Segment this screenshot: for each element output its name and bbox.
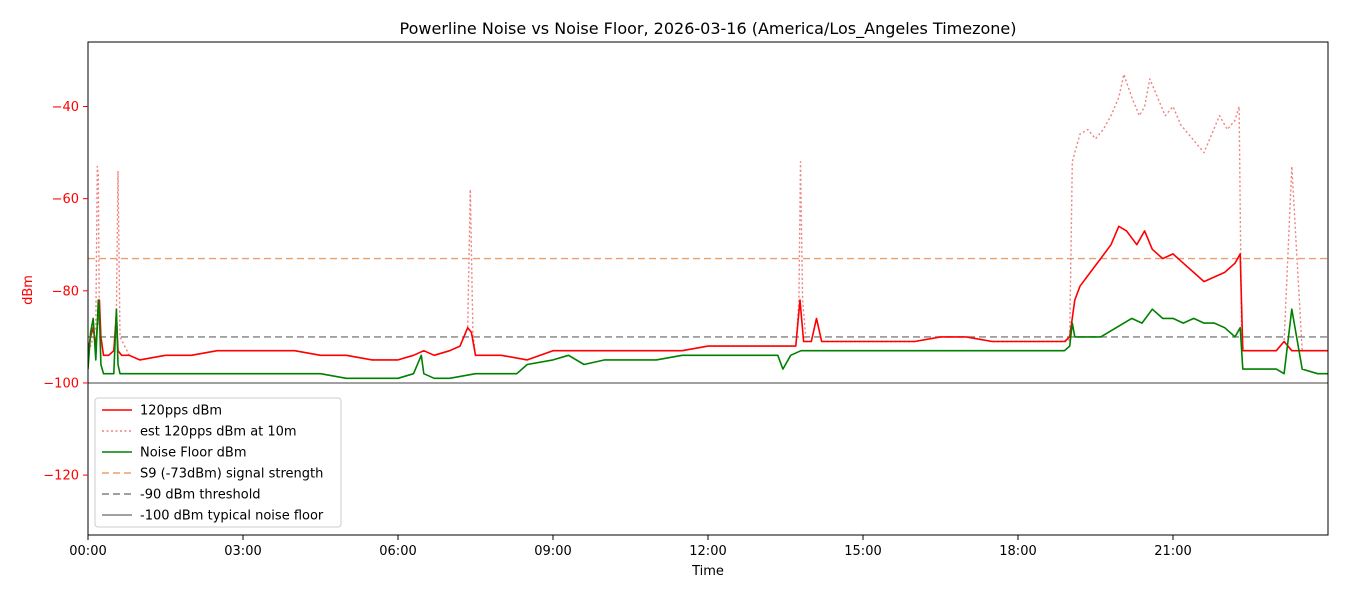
x-tick-label: 18:00 — [999, 544, 1036, 559]
legend-label-120pps-dbm: 120pps dBm — [140, 404, 222, 419]
x-tick-label: 09:00 — [534, 544, 571, 559]
x-tick-label: 03:00 — [224, 544, 261, 559]
y-axis: −120 −100 −80 −60 −40 — [43, 100, 88, 484]
x-axis-label: Time — [691, 564, 724, 579]
legend-label-noise-floor-dbm: Noise Floor dBm — [140, 446, 247, 461]
x-tick-label: 15:00 — [844, 544, 881, 559]
series-line-120pps-dbm — [88, 225, 1328, 361]
x-tick-label: 00:00 — [69, 544, 106, 559]
chart-title: Powerline Noise vs Noise Floor, 2026-03-… — [400, 19, 1017, 39]
y-tick-label: −120 — [43, 469, 79, 484]
legend-label-s9-73dbm-signal-strength: S9 (-73dBm) signal strength — [140, 467, 323, 482]
y-axis-label: dBm — [21, 275, 36, 305]
x-tick-label: 21:00 — [1154, 544, 1191, 559]
plot-area — [88, 73, 1328, 384]
y-tick-label: −80 — [52, 284, 79, 299]
x-tick-label: 12:00 — [689, 544, 726, 559]
legend-box — [94, 397, 342, 528]
y-tick-label: −100 — [43, 376, 79, 391]
legend-label-100-dbm-typical-noise-floor: -100 dBm typical noise floor — [140, 509, 324, 524]
series-line-est-120pps-dbm-at-10m — [88, 73, 1328, 361]
x-axis: 00:00 03:00 06:00 09:00 12:00 15:00 18:00 21:00 — [69, 535, 1192, 559]
y-tick-label: −60 — [52, 192, 79, 207]
legend: 120pps dBm est 120pps dBm at 10m Noise Flo… — [94, 397, 342, 528]
x-tick-label: 06:00 — [379, 544, 416, 559]
legend-label-est-120pps-dbm-at-10m: est 120pps dBm at 10m — [140, 425, 297, 440]
series-line-noise-floor-dbm — [88, 299, 1328, 380]
y-tick-label: −40 — [52, 100, 79, 115]
legend-label-90-dbm-threshold: -90 dBm threshold — [140, 488, 261, 503]
